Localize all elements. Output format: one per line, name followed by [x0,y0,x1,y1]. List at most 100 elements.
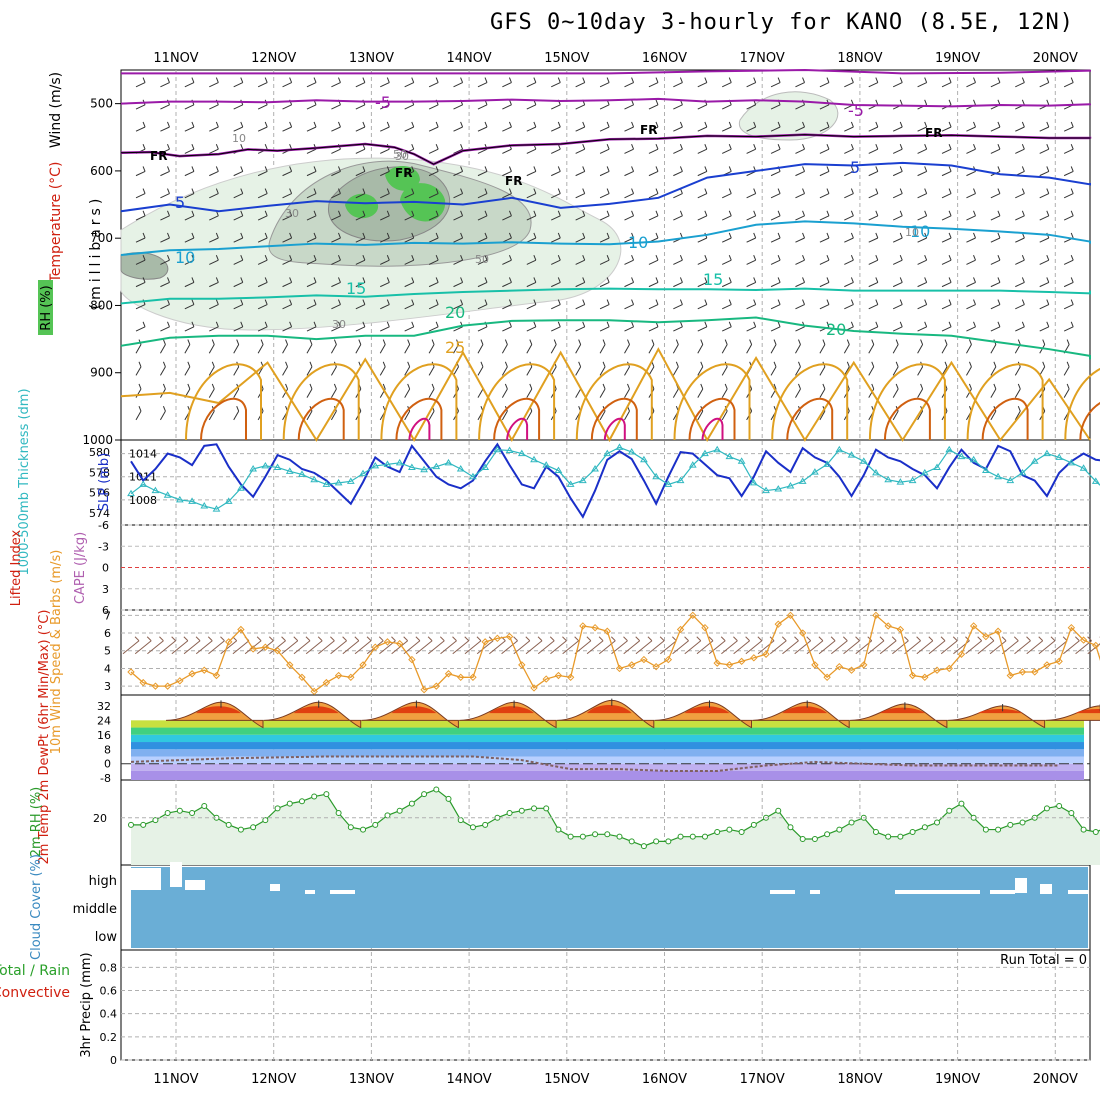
wind-barb [648,148,659,154]
rh-point [775,807,782,814]
wind-barb [648,104,659,110]
wind-barb-flag [826,321,830,327]
wind-barb-flag [871,339,875,345]
wind-barb-flag [899,321,903,327]
wind-barb-flag [997,166,1001,172]
wind-barb [233,304,243,310]
wind-barb-flag [582,77,586,83]
cloud-gap [305,890,315,894]
wind-barb [1063,326,1074,332]
wind-speed-point [896,625,905,634]
surface-wind-barb-flag [928,636,934,642]
surface-wind-barb-flag [378,636,384,642]
thickness-point [1018,468,1027,476]
wind-barb-flag [289,121,293,128]
wind-barb-flag [631,321,635,327]
wind-barb [746,237,756,243]
wind-barb-flag [582,121,586,128]
wind-barb-flag [211,361,215,367]
wind-barb-flag [411,299,415,305]
surface-wind-barb-flag [1001,636,1007,642]
wind-barb-flag [728,277,732,283]
surface-wind-barb-flag [391,636,396,642]
wind-barb [1015,193,1025,199]
wind-barb-flag [484,188,488,194]
wind-barb [966,148,976,154]
wind-barb-flag [191,299,195,305]
wind-barb-flag [1021,188,1025,194]
rh-point [360,826,367,833]
wind-barb-flag [191,321,195,327]
wind-barb-flag [142,166,146,172]
wind-barb [282,170,292,177]
wind-barb [233,259,243,265]
isotherm-label: 5 [850,158,860,177]
wind-barb-flag [508,188,512,194]
thickness-point [786,481,795,489]
wind-barb [502,82,512,88]
wind-barb [1015,237,1025,243]
isotherm-30-loop [1079,402,1100,441]
wind-barb-flag [215,321,219,327]
wind-barb [428,388,435,398]
surface-wind-barb-flag [916,636,921,642]
wind-barb [160,126,170,132]
wind-barb-flag [167,144,170,150]
temp-color-band [131,749,1084,757]
wind-barb-flag [704,188,708,194]
wind-barb-flag [313,121,317,128]
wind-barb-flag [850,77,854,83]
wind-barb-flag [1046,321,1050,327]
wind-barb-flag [1066,339,1070,345]
surface-wind-barb-flag [195,636,201,642]
wind-barb [184,366,191,376]
wind-barb-flag [627,339,630,345]
cloud-cover-fill [131,867,1088,948]
wind-barb-flag [162,383,166,390]
thickness-tick-label: 574 [89,507,110,520]
wind-barb-flag [313,188,317,194]
wind-barb-flag [460,232,464,239]
wind-barb-flag [533,210,537,216]
wind-barb-flag [411,121,415,128]
wind-barb [1063,82,1074,88]
wind-barb [575,215,585,221]
isotherm-25-loop [673,363,751,441]
wind-barb [648,82,659,88]
rh-point [396,807,403,814]
surface-wind-barb [537,640,555,655]
temp-color-band [131,756,1084,764]
wind-barb-flag [924,255,928,261]
wind-barb [306,388,313,398]
wind-barb-flag [582,299,586,305]
wind-barb [526,366,533,376]
wind-barb-flag [337,321,341,327]
rh-point [799,836,806,843]
precip-tick-label: 0.4 [100,1008,118,1021]
wind-barb-flag [191,188,195,194]
wind-barb [453,193,463,199]
wind-barb [624,366,630,376]
wind-barb-flag [826,210,830,216]
wind-barb [233,366,240,376]
wind-barb [624,388,630,398]
wind-barb-flag [948,232,952,239]
wind-barb [917,410,924,421]
wind-barb [331,259,341,265]
wind-speed-point [640,655,648,664]
ylabel-temperature: Temperature (°C) [48,162,64,284]
wind-barb [917,388,924,398]
surface-wind-barb-flag [659,636,665,642]
wind-barb-flag [411,77,415,83]
wind-barb [697,326,708,332]
cloud-level-label: low [95,930,118,945]
wind-barb-flag [285,383,289,390]
wind-barb [721,388,728,398]
rh-contour-90 [345,165,446,222]
wind-barb-flag [826,255,830,261]
wind-barb-flag [582,255,586,261]
wind-barb [844,304,854,310]
thickness-point [859,457,868,464]
